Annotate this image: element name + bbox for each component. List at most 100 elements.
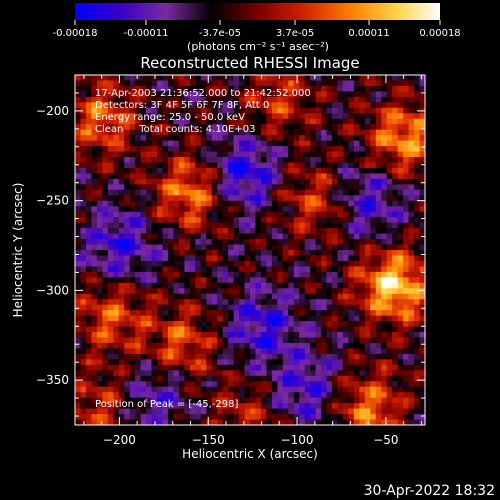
heatmap-cell bbox=[124, 353, 131, 360]
heatmap-cell bbox=[310, 386, 317, 393]
heatmap-cell bbox=[282, 315, 289, 322]
heatmap-cell bbox=[375, 342, 382, 349]
heatmap-cell bbox=[146, 315, 152, 322]
heatmap-cell bbox=[239, 135, 245, 142]
heatmap-cell bbox=[167, 124, 174, 131]
heatmap-cell bbox=[206, 337, 213, 344]
heatmap-cell bbox=[299, 419, 306, 425]
heatmap-cell bbox=[113, 140, 120, 147]
heatmap-cell bbox=[113, 189, 120, 196]
heatmap-cell bbox=[167, 151, 174, 158]
heatmap-cell bbox=[178, 282, 185, 289]
heatmap-cell bbox=[124, 173, 131, 180]
heatmap-cell bbox=[184, 353, 191, 360]
heatmap-cell bbox=[277, 167, 284, 174]
heatmap-cell bbox=[124, 244, 131, 251]
heatmap-cell bbox=[386, 140, 393, 147]
heatmap-cell bbox=[124, 321, 131, 327]
heatmap-cell bbox=[167, 299, 174, 306]
heatmap-cell bbox=[304, 91, 311, 98]
heatmap-cell bbox=[91, 375, 98, 382]
heatmap-cell bbox=[310, 293, 317, 300]
heatmap-cell bbox=[211, 189, 218, 196]
heatmap-cell bbox=[167, 228, 174, 234]
heatmap-cell bbox=[250, 96, 256, 103]
heatmap-cell bbox=[96, 91, 103, 98]
heatmap-cell bbox=[348, 233, 355, 240]
heatmap-cell bbox=[217, 233, 224, 240]
heatmap-cell bbox=[266, 118, 273, 125]
heatmap-cell bbox=[315, 118, 322, 125]
heatmap-cell bbox=[173, 277, 180, 284]
heatmap-cell bbox=[321, 151, 327, 158]
heatmap-cell bbox=[135, 370, 142, 377]
heatmap-cell bbox=[337, 217, 344, 224]
heatmap-cell bbox=[293, 211, 300, 218]
heatmap-cell bbox=[206, 162, 213, 169]
heatmap-cell bbox=[162, 151, 169, 158]
heatmap-cell bbox=[189, 96, 196, 103]
heatmap-cell bbox=[200, 326, 207, 333]
heatmap-cell bbox=[113, 386, 120, 393]
heatmap-cell bbox=[250, 414, 256, 420]
heatmap-cell bbox=[189, 359, 196, 366]
heatmap-cell bbox=[151, 146, 158, 152]
heatmap-cell bbox=[375, 75, 382, 81]
heatmap-cell bbox=[337, 277, 344, 284]
heatmap-cell bbox=[222, 140, 229, 147]
heatmap-cell bbox=[184, 118, 191, 125]
heatmap-cell bbox=[386, 129, 393, 136]
heatmap-cell bbox=[233, 91, 240, 98]
heatmap-cell bbox=[151, 184, 158, 191]
heatmap-cell bbox=[321, 195, 327, 202]
heatmap-cell bbox=[135, 173, 142, 180]
heatmap-cell bbox=[397, 321, 404, 327]
heatmap-cell bbox=[189, 217, 196, 224]
heatmap-cell bbox=[381, 135, 388, 142]
heatmap-cell bbox=[146, 184, 152, 191]
heatmap-cell bbox=[80, 151, 87, 158]
heatmap-cell bbox=[299, 189, 306, 196]
heatmap-cell bbox=[260, 250, 267, 256]
heatmap-cell bbox=[211, 217, 218, 224]
heatmap-cell bbox=[157, 255, 163, 262]
heatmap-cell bbox=[304, 102, 311, 109]
heatmap-cell bbox=[326, 239, 333, 245]
heatmap-cell bbox=[239, 124, 245, 131]
heatmap-cell bbox=[189, 266, 196, 273]
heatmap-cell bbox=[113, 282, 120, 289]
heatmap-cell bbox=[113, 96, 120, 103]
heatmap-cell bbox=[255, 304, 262, 311]
heatmap-cell bbox=[271, 113, 278, 120]
heatmap-cell bbox=[392, 392, 399, 399]
heatmap-cell bbox=[260, 102, 267, 109]
heatmap-cell bbox=[288, 167, 295, 174]
heatmap-cell bbox=[359, 80, 366, 87]
heatmap-cell bbox=[75, 364, 81, 371]
heatmap-cell bbox=[326, 397, 333, 404]
heatmap-cell bbox=[140, 375, 147, 382]
heatmap-cell bbox=[326, 348, 333, 355]
heatmap-cell bbox=[293, 392, 300, 399]
heatmap-cell bbox=[359, 239, 366, 245]
heatmap-cell bbox=[348, 310, 355, 317]
heatmap-cell bbox=[386, 288, 393, 295]
heatmap-cell bbox=[75, 403, 81, 409]
heatmap-cell bbox=[107, 129, 114, 136]
heatmap-cell bbox=[233, 419, 240, 425]
heatmap-cell bbox=[255, 162, 262, 169]
heatmap-cell bbox=[397, 222, 404, 229]
heatmap-cell bbox=[299, 244, 306, 251]
heatmap-cell bbox=[337, 85, 344, 92]
heatmap-cell bbox=[91, 408, 98, 415]
heatmap-cell bbox=[397, 260, 404, 267]
heatmap-cell bbox=[75, 96, 81, 103]
heatmap-cell bbox=[135, 228, 142, 234]
heatmap-cell bbox=[304, 129, 311, 136]
heatmap-cell bbox=[299, 124, 306, 131]
heatmap-cell bbox=[315, 375, 322, 382]
heatmap-cell bbox=[189, 299, 196, 306]
heatmap-cell bbox=[348, 146, 355, 152]
heatmap-cell bbox=[85, 408, 92, 415]
heatmap-cell bbox=[381, 96, 388, 103]
